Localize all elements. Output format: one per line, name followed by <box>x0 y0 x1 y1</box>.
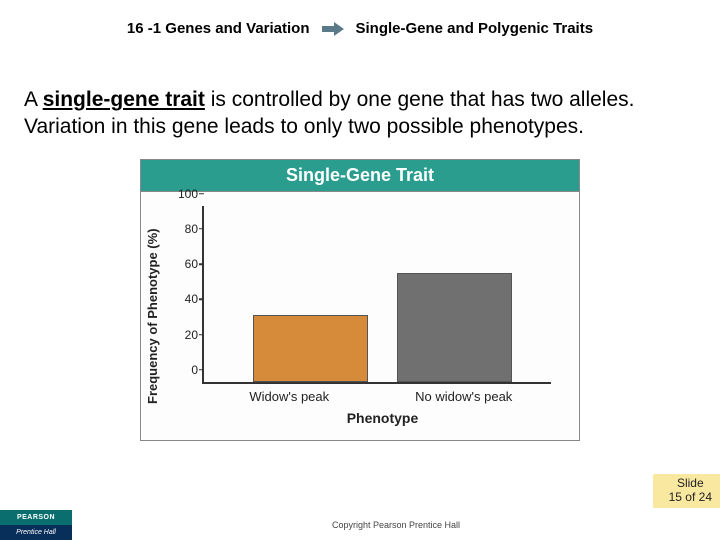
chart-bar <box>397 273 513 382</box>
y-axis-line <box>202 206 204 384</box>
copyright-text: Copyright Pearson Prentice Hall <box>72 520 720 530</box>
y-tick: 100 <box>172 187 198 201</box>
y-tick: 60 <box>172 257 198 271</box>
slide-header: 16 -1 Genes and Variation Single-Gene an… <box>0 0 720 37</box>
section-label: 16 -1 Genes and Variation <box>127 20 310 37</box>
x-axis-line <box>202 382 551 384</box>
y-axis-label: Frequency of Phenotype (%) <box>141 192 168 440</box>
y-tick: 0 <box>172 363 198 377</box>
topic-label: Single-Gene and Polygenic Traits <box>356 20 594 37</box>
key-term: single-gene trait <box>43 88 205 111</box>
y-tick: 40 <box>172 292 198 306</box>
chart-bar <box>253 315 369 382</box>
category-label: Widow's peak <box>202 389 377 404</box>
slide-number-badge: Slide 15 of 24 <box>653 474 720 508</box>
slide-total: 24 <box>699 490 712 504</box>
plot-area: 020406080100 Widow's peakNo widow's peak… <box>168 192 579 440</box>
slide-current: 15 <box>669 490 682 504</box>
body-paragraph: A single-gene trait is controlled by one… <box>0 37 720 159</box>
chart-box: Single-Gene Trait Frequency of Phenotype… <box>140 159 580 441</box>
chart-axes: 020406080100 <box>202 206 563 384</box>
y-tick: 80 <box>172 222 198 236</box>
x-axis-label: Phenotype <box>202 410 563 426</box>
slide-label: Slide <box>677 476 704 490</box>
y-tick: 20 <box>172 328 198 342</box>
arrow-icon <box>322 22 344 36</box>
category-label: No widow's peak <box>377 389 552 404</box>
footer: PEARSON Prentice Hall Copyright Pearson … <box>0 510 720 540</box>
category-labels: Widow's peakNo widow's peak <box>202 389 563 404</box>
chart-title: Single-Gene Trait <box>141 160 579 192</box>
logo-bottom: Prentice Hall <box>0 525 72 540</box>
publisher-logo: PEARSON Prentice Hall <box>0 510 72 540</box>
logo-top: PEARSON <box>0 510 72 525</box>
chart-container: Single-Gene Trait Frequency of Phenotype… <box>0 159 720 441</box>
